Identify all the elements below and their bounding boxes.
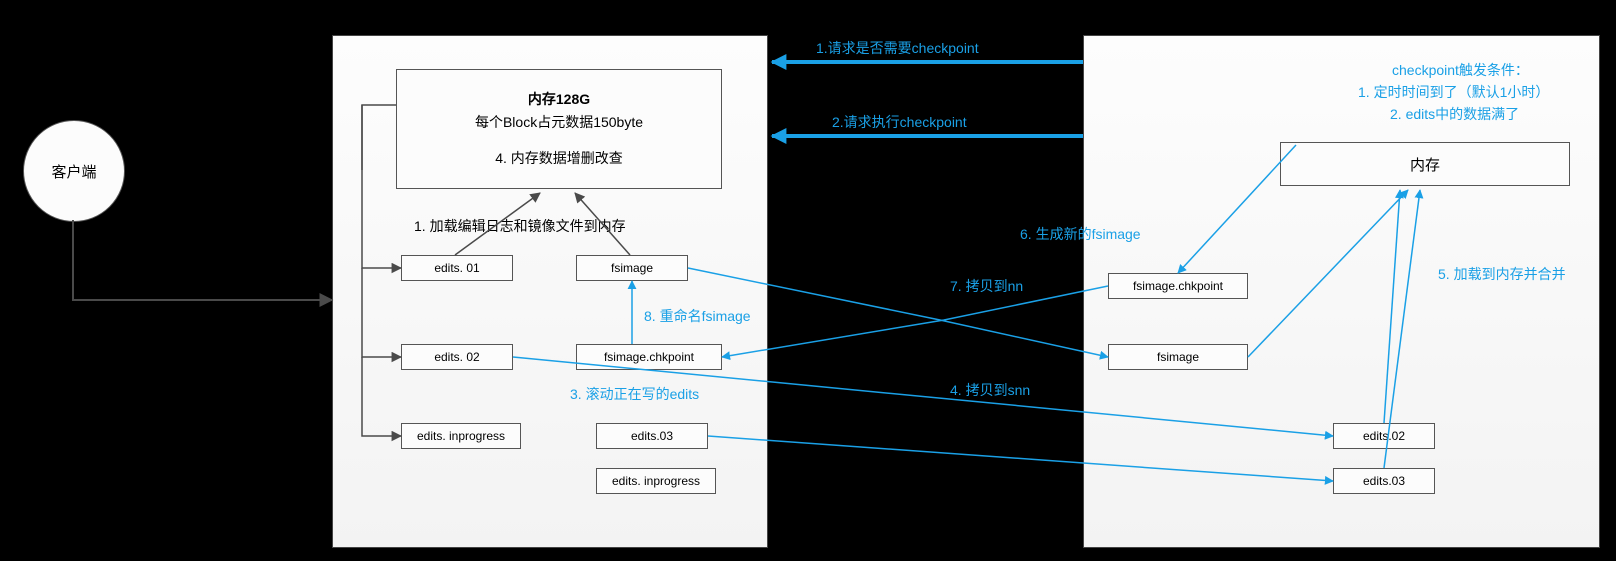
node-fsimage-chkpoint-right: fsimage.chkpoint (1108, 273, 1248, 299)
node-edits-inprogress-2: edits. inprogress (596, 468, 716, 494)
label-ask-checkpoint: 1.请求是否需要checkpoint (816, 38, 979, 58)
label-step8: 8. 重命名fsimage (644, 306, 751, 326)
label-step5: 5. 加载到内存并合并 (1438, 264, 1566, 284)
label-step6: 6. 生成新的fsimage (1020, 224, 1141, 244)
label-trigger-1: 1. 定时时间到了（默认1小时） (1358, 82, 1549, 102)
label-trigger-title: checkpoint触发条件： (1392, 60, 1529, 80)
node-fsimage-right: fsimage (1108, 344, 1248, 370)
node-fsimage-chkpoint-left: fsimage.chkpoint (576, 344, 722, 370)
memory-line3: 4. 内存数据增删改查 (475, 147, 643, 169)
node-memory-right: 内存 (1280, 142, 1570, 186)
label-step4: 4. 拷贝到snn (950, 380, 1030, 400)
diagram-root: 客户端 内存128G 每个Block占元数据150byte 4. 内存数据增删改… (0, 0, 1616, 561)
memory-box: 内存128G 每个Block占元数据150byte 4. 内存数据增删改查 (396, 69, 722, 189)
node-edits02-right: edits.02 (1333, 423, 1435, 449)
node-edits03-left: edits.03 (596, 423, 708, 449)
node-edits02: edits. 02 (401, 344, 513, 370)
node-edits03-right: edits.03 (1333, 468, 1435, 494)
label-step1: 1. 加载编辑日志和镜像文件到内存 (414, 216, 626, 236)
node-fsimage-left: fsimage (576, 255, 688, 281)
memory-line1: 内存128G (528, 91, 590, 107)
label-step7: 7. 拷贝到nn (950, 276, 1023, 296)
client-node: 客户端 (23, 120, 125, 222)
node-edits-inprogress-left: edits. inprogress (401, 423, 521, 449)
client-label: 客户端 (51, 161, 96, 182)
label-step3: 3. 滚动正在写的edits (570, 384, 699, 404)
node-edits01: edits. 01 (401, 255, 513, 281)
label-do-checkpoint: 2.请求执行checkpoint (832, 112, 967, 132)
label-trigger-2: 2. edits中的数据满了 (1390, 104, 1519, 124)
memory-line2: 每个Block占元数据150byte (475, 111, 643, 133)
